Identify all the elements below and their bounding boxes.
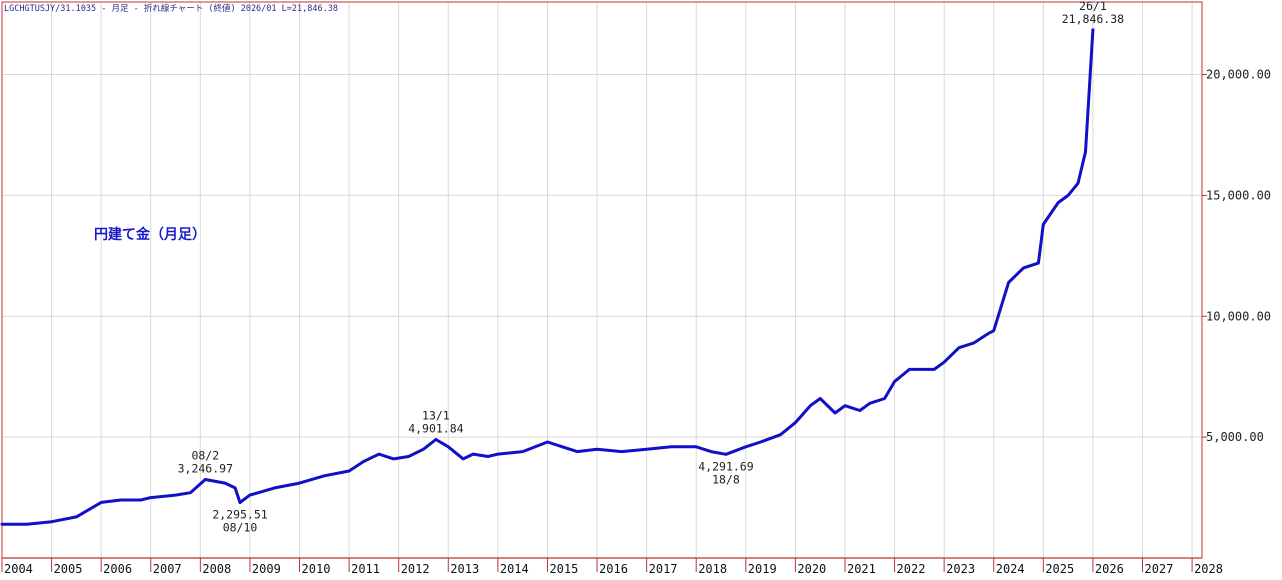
x-tick-label: 2011	[351, 562, 380, 576]
x-tick-label: 2005	[54, 562, 83, 576]
x-tick-label: 2004	[4, 562, 33, 576]
annotation-point	[724, 452, 728, 456]
x-tick-label: 2023	[946, 562, 975, 576]
x-tick-label: 2020	[797, 562, 826, 576]
x-tick-label: 2014	[500, 562, 529, 576]
x-tick-label: 2010	[302, 562, 331, 576]
chart-title: 円建て金（月足）	[94, 226, 206, 243]
annotation-label: 2,295.51	[212, 508, 267, 522]
x-tick-label: 2017	[649, 562, 678, 576]
x-tick-label: 2013	[450, 562, 479, 576]
annotation-label: 3,246.97	[178, 462, 233, 476]
x-tick-label: 2022	[897, 562, 926, 576]
y-tick-label: 10,000.00	[1206, 309, 1271, 323]
y-tick-label: 15,000.00	[1206, 188, 1271, 202]
annotation-point	[1091, 28, 1095, 32]
annotation-point	[434, 438, 438, 442]
x-tick-label: 2007	[153, 562, 182, 576]
annotation-label: 4,291.69	[698, 459, 753, 473]
annotation-point	[238, 501, 242, 505]
annotation-point	[203, 478, 207, 482]
x-tick-label: 2018	[698, 562, 727, 576]
chart-header: LGCHGTUSJY/31.1035 - 月足 - 折れ線チャート (終値) 2…	[4, 3, 338, 14]
x-tick-label: 2006	[103, 562, 132, 576]
x-tick-label: 2015	[549, 562, 578, 576]
series-line	[0, 28, 1095, 526]
y-tick-label: 5,000.00	[1206, 430, 1264, 444]
x-tick-label: 2016	[599, 562, 628, 576]
x-tick-label: 2012	[401, 562, 430, 576]
x-tick-label: 2024	[996, 562, 1025, 576]
grid	[2, 2, 1202, 558]
x-tick-label: 2019	[748, 562, 777, 576]
x-tick-label: 2027	[1144, 562, 1173, 576]
annotation-label: 18/8	[712, 472, 740, 486]
annotation-label: 08/2	[191, 449, 219, 463]
annotation-label: 21,846.38	[1062, 12, 1124, 26]
x-tick-label: 2008	[202, 562, 231, 576]
x-tick-label: 2021	[847, 562, 876, 576]
y-tick-label: 20,000.00	[1206, 68, 1271, 82]
annotation-label: 13/1	[422, 409, 450, 423]
annotation-label: 26/1	[1079, 0, 1107, 13]
annotation-label: 08/10	[223, 521, 258, 535]
x-axis-ticks: 2004 2005 2006 2007 2008 2009 2010 2011 2012 2013…	[1, 558, 1223, 576]
x-tick-label: 2028	[1194, 562, 1223, 576]
y-axis-ticks: 5,000.00 10,000.00 15,000.00 20,000.00	[1202, 68, 1271, 444]
x-tick-label: 2026	[1095, 562, 1124, 576]
x-tick-label: 2009	[252, 562, 281, 576]
x-tick-label: 2025	[1045, 562, 1074, 576]
annotation-label: 4,901.84	[408, 422, 463, 436]
